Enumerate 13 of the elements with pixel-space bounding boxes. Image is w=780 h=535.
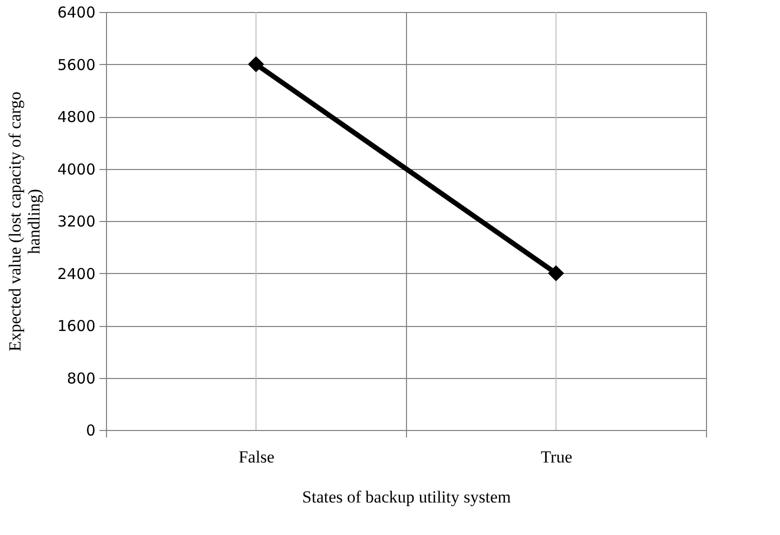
y-tick-label: 2400 [57, 264, 96, 283]
y-axis-title: Expected value (lost capacity of cargo handling) [5, 92, 44, 352]
y-tick-label: 6400 [57, 4, 96, 22]
y-tick-label: 800 [66, 369, 96, 388]
x-axis-title: States of backup utility system [302, 488, 511, 506]
x-tick-label: True [540, 448, 572, 466]
y-tick-label: 4000 [57, 160, 96, 178]
x-tick-label: False [238, 448, 274, 466]
y-tick-label: 3200 [57, 212, 96, 230]
y-tick-label: 0 [86, 422, 96, 440]
y-tick-label: 5600 [57, 56, 96, 74]
y-tick-label: 4800 [57, 108, 96, 126]
y-tick-label: 1600 [57, 317, 96, 335]
